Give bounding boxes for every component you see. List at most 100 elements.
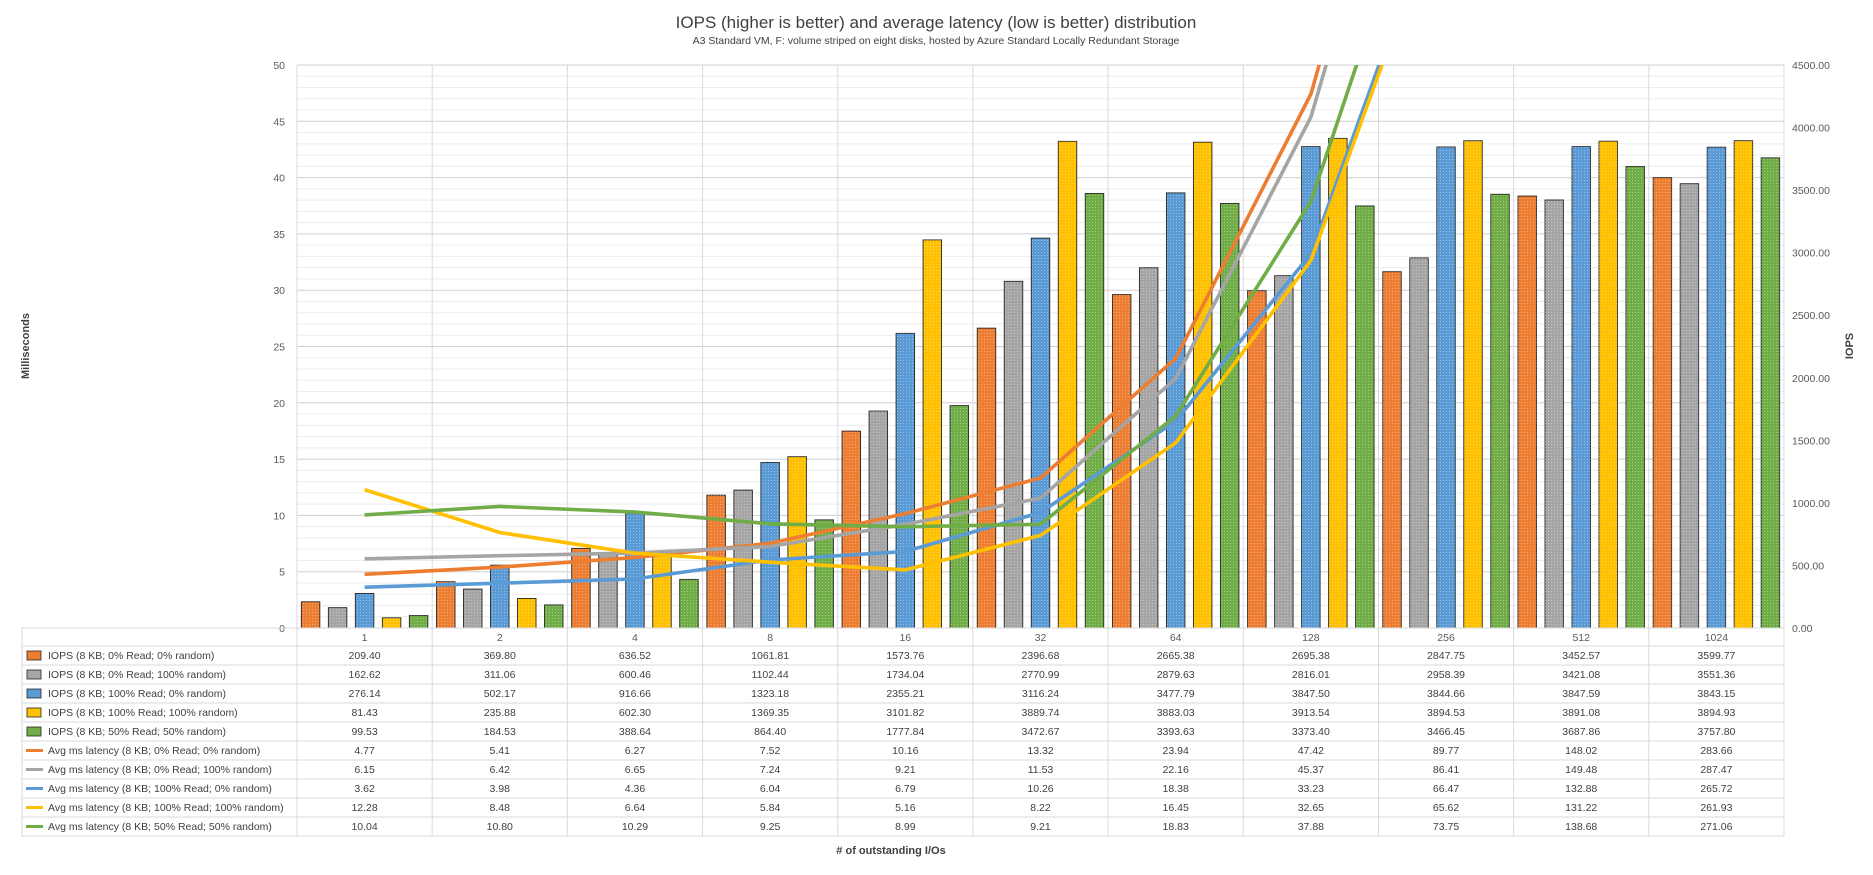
table-cell: 66.47 bbox=[1433, 783, 1459, 795]
bar-texture bbox=[1463, 140, 1483, 628]
legend-key bbox=[26, 726, 42, 737]
table-cell: 3421.08 bbox=[1562, 669, 1600, 681]
table-cell: 3.98 bbox=[490, 783, 511, 795]
bar-texture bbox=[382, 617, 401, 628]
legend-label: IOPS (8 KB; 50% Read; 50% random) bbox=[48, 726, 226, 738]
table-cell: 265.72 bbox=[1700, 783, 1732, 795]
table-cell: 209.40 bbox=[349, 650, 381, 662]
table-cell: 2770.99 bbox=[1022, 669, 1060, 681]
y-right-tick-label: 1000.00 bbox=[1792, 498, 1830, 510]
latency-line bbox=[364, 65, 1329, 561]
table-cell: 12.28 bbox=[351, 802, 377, 814]
bar-texture bbox=[1355, 205, 1375, 628]
table-cell: 602.30 bbox=[619, 707, 651, 719]
y-right-tick-label: 0.00 bbox=[1792, 623, 1813, 635]
bar-texture bbox=[1301, 146, 1321, 628]
bar-texture bbox=[706, 495, 726, 628]
legend-label: Avg ms latency (8 KB; 100% Read; 100% ra… bbox=[48, 802, 284, 814]
table-cell: 3913.54 bbox=[1292, 707, 1330, 719]
table-cell: 8.22 bbox=[1030, 802, 1051, 814]
table-cell: 11.53 bbox=[1028, 764, 1054, 776]
y-left-tick-label: 35 bbox=[273, 229, 285, 241]
x-tick-label: 1 bbox=[362, 632, 368, 644]
table-cell: 235.88 bbox=[484, 707, 516, 719]
data-table: 1 2 4 8 16 32 64 128 256 512 1024 IOPS (8 KB; 0% Re… bbox=[21, 627, 1785, 837]
table-cell: 4.77 bbox=[354, 745, 375, 757]
table-cell: 10.16 bbox=[892, 745, 918, 757]
bar-texture bbox=[1680, 183, 1699, 628]
bar-texture bbox=[842, 431, 861, 628]
table-cell: 3551.36 bbox=[1697, 669, 1735, 681]
bar-texture bbox=[896, 333, 915, 628]
table-cell: 1777.84 bbox=[886, 726, 924, 738]
table-cell: 149.48 bbox=[1565, 764, 1597, 776]
table-cell: 2958.39 bbox=[1427, 669, 1465, 681]
x-tick-label: 512 bbox=[1572, 632, 1590, 644]
table-cell: 5.84 bbox=[760, 802, 781, 814]
table-cell: 388.64 bbox=[619, 726, 651, 738]
bar-texture bbox=[355, 593, 374, 628]
table-cell: 2816.01 bbox=[1292, 669, 1330, 681]
table-cell: 86.41 bbox=[1433, 764, 1459, 776]
legend-label: Avg ms latency (8 KB; 100% Read; 0% rand… bbox=[48, 783, 272, 795]
table-cell: 18.38 bbox=[1163, 783, 1189, 795]
y-right-tick-label: 1500.00 bbox=[1792, 435, 1830, 447]
table-cell: 162.62 bbox=[349, 669, 381, 681]
table-cell: 287.47 bbox=[1700, 764, 1732, 776]
table-cell: 3466.45 bbox=[1427, 726, 1465, 738]
table-cell: 6.15 bbox=[354, 764, 375, 776]
bar-texture bbox=[1625, 166, 1645, 629]
bar-texture bbox=[652, 552, 672, 628]
bar-texture bbox=[571, 548, 591, 628]
bar-texture bbox=[1707, 147, 1726, 628]
bar-texture bbox=[1220, 203, 1239, 628]
table-cell: 131.22 bbox=[1565, 802, 1597, 814]
y-left-tick-label: 45 bbox=[273, 116, 285, 128]
table-cell: 16.45 bbox=[1163, 802, 1189, 814]
y-right-tick-label: 2000.00 bbox=[1792, 373, 1830, 385]
table-cell: 369.80 bbox=[484, 650, 516, 662]
table-cell: 2847.75 bbox=[1427, 650, 1465, 662]
table-cell: 6.64 bbox=[625, 802, 646, 814]
table-cell: 2695.38 bbox=[1292, 650, 1330, 662]
axes: 051015202530354045500.00500.001000.00150… bbox=[273, 60, 1830, 635]
table-cell: 5.16 bbox=[895, 802, 916, 814]
y-left-tick-label: 30 bbox=[273, 285, 285, 297]
table-cell: 3101.82 bbox=[886, 707, 924, 719]
y-right-tick-label: 2500.00 bbox=[1792, 310, 1830, 322]
table-cell: 502.17 bbox=[484, 688, 516, 700]
legend-label: Avg ms latency (8 KB; 0% Read; 0% random… bbox=[48, 745, 260, 757]
table-cell: 3687.86 bbox=[1562, 726, 1600, 738]
legend-key bbox=[26, 650, 42, 661]
table-cell: 9.25 bbox=[760, 821, 781, 833]
table-cell: 864.40 bbox=[754, 726, 786, 738]
chart-title: IOPS (higher is better) and average late… bbox=[676, 13, 1197, 32]
table-cell: 22.16 bbox=[1163, 764, 1189, 776]
bar-texture bbox=[625, 513, 645, 628]
table-cell: 3891.08 bbox=[1562, 707, 1600, 719]
table-cell: 3599.77 bbox=[1697, 650, 1735, 662]
table-cell: 600.46 bbox=[619, 669, 651, 681]
table-cell: 9.21 bbox=[895, 764, 916, 776]
legend-key bbox=[26, 688, 42, 699]
x-tick-label: 64 bbox=[1170, 632, 1182, 644]
y-right-tick-label: 3500.00 bbox=[1792, 185, 1830, 197]
bar-texture bbox=[1571, 146, 1591, 629]
legend-key bbox=[26, 707, 42, 718]
table-cell: 2396.68 bbox=[1022, 650, 1060, 662]
bar-texture bbox=[1598, 141, 1618, 628]
latency-line bbox=[364, 65, 1381, 589]
table-cell: 2879.63 bbox=[1157, 669, 1195, 681]
table-cell: 3847.59 bbox=[1562, 688, 1600, 700]
table-cell: 33.23 bbox=[1298, 783, 1324, 795]
table-cell: 3894.93 bbox=[1697, 707, 1735, 719]
y-right-tick-label: 4000.00 bbox=[1792, 123, 1830, 135]
table-cell: 6.04 bbox=[760, 783, 781, 795]
table-cell: 3847.50 bbox=[1292, 688, 1330, 700]
y-left-tick-label: 5 bbox=[279, 567, 285, 579]
table-cell: 99.53 bbox=[351, 726, 377, 738]
bar-texture bbox=[1409, 257, 1429, 628]
table-cell: 1323.18 bbox=[751, 688, 789, 700]
latency-line bbox=[364, 65, 1322, 577]
table-cell: 1061.81 bbox=[751, 650, 789, 662]
